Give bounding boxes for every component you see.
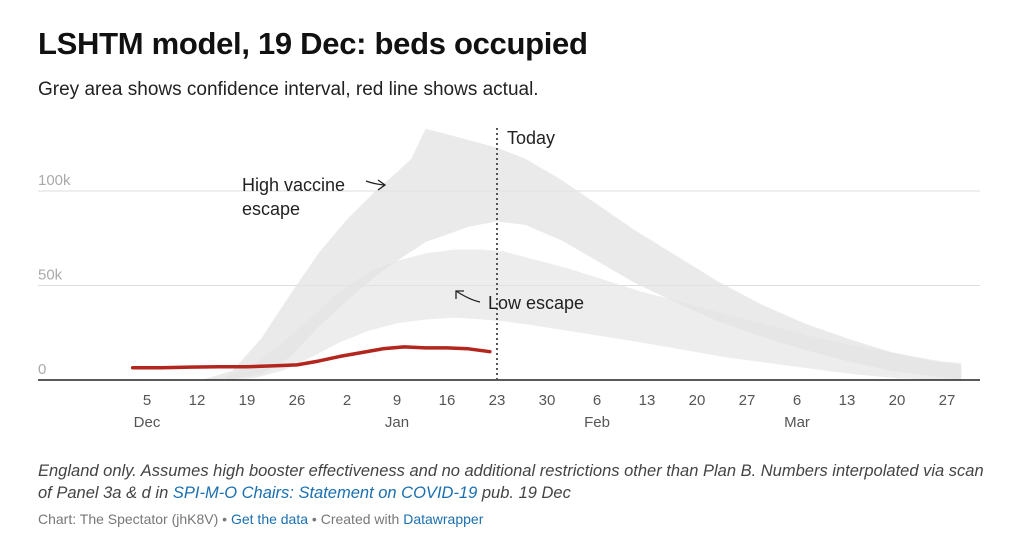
x-tick-label: 13 — [639, 392, 656, 409]
confidence-band-low-escape — [225, 249, 962, 380]
get-data-link[interactable]: Get the data — [230, 511, 309, 527]
x-axis: 5 Dec 12 19 26 2 9 Jan 16 23 30 6 Feb 13 20 27 6 Mar 13 20 2… — [38, 379, 980, 431]
x-tick-label: 16 — [439, 392, 456, 409]
x-tick-label: 12 — [189, 392, 206, 409]
x-tick-label: 23 — [489, 392, 506, 409]
x-tick-label: 6 — [793, 392, 801, 409]
chart-title: LSHTM model, 19 Dec: beds occupied — [38, 26, 588, 61]
chart-notes: England only. Assumes high booster effec… — [38, 460, 998, 504]
annotations: Today High vaccine escape Low escape — [242, 128, 584, 380]
annotation-low-escape: Low escape — [488, 293, 584, 313]
y-tick-label: 100k — [38, 172, 71, 189]
annotation-high-escape: High vaccine — [242, 175, 345, 195]
footer-separator: • — [218, 511, 231, 527]
notes-text-after: pub. 19 Dec — [477, 484, 571, 502]
today-label: Today — [507, 128, 555, 148]
footer-separator-2: • Created with — [308, 511, 404, 527]
y-tick-label: 0 — [38, 361, 46, 378]
x-tick-label: 2 — [343, 392, 351, 409]
x-tick-label: 13 — [839, 392, 856, 409]
chart-area: 0 50k 100k 5 Dec 12 19 26 2 9 Jan 16 23 30 6 Feb 13 20 27… — [38, 128, 980, 431]
chart-subtitle: Grey area shows confidence interval, red… — [38, 79, 539, 100]
actual-series — [130, 345, 492, 370]
x-month-label: Mar — [784, 414, 810, 431]
annotation-high-escape-line2: escape — [242, 199, 300, 219]
credit-text: Chart: The Spectator (jhK8V) — [38, 511, 219, 527]
chart-footer: Chart: The Spectator (jhK8V) • Get the d… — [38, 511, 483, 527]
arrow-icon — [455, 290, 481, 303]
x-tick-label: 30 — [539, 392, 556, 409]
notes-text: England only. Assumes high booster effec… — [38, 462, 984, 502]
confidence-band-high-escape — [204, 128, 962, 380]
x-month-label: Dec — [134, 414, 161, 431]
x-tick-label: 20 — [889, 392, 906, 409]
arrow-head-icon — [377, 179, 387, 191]
x-tick-label: 6 — [593, 392, 601, 409]
x-month-label: Feb — [584, 414, 610, 431]
x-tick-label: 27 — [939, 392, 956, 409]
x-tick-label: 5 — [143, 392, 151, 409]
arrow-head-icon — [455, 290, 464, 299]
y-tick-label: 50k — [38, 267, 63, 284]
x-tick-label: 20 — [689, 392, 706, 409]
confidence-bands — [204, 128, 962, 380]
arrow-icon — [365, 180, 385, 186]
x-tick-label: 26 — [289, 392, 306, 409]
x-tick-label: 27 — [739, 392, 756, 409]
x-month-label: Jan — [385, 414, 409, 431]
datawrapper-link[interactable]: Datawrapper — [403, 511, 484, 527]
actual-line — [130, 345, 492, 370]
source-link[interactable]: SPI-M-O Chairs: Statement on COVID-19 — [172, 484, 478, 502]
x-tick-label: 9 — [393, 392, 401, 409]
x-tick-label: 19 — [239, 392, 256, 409]
